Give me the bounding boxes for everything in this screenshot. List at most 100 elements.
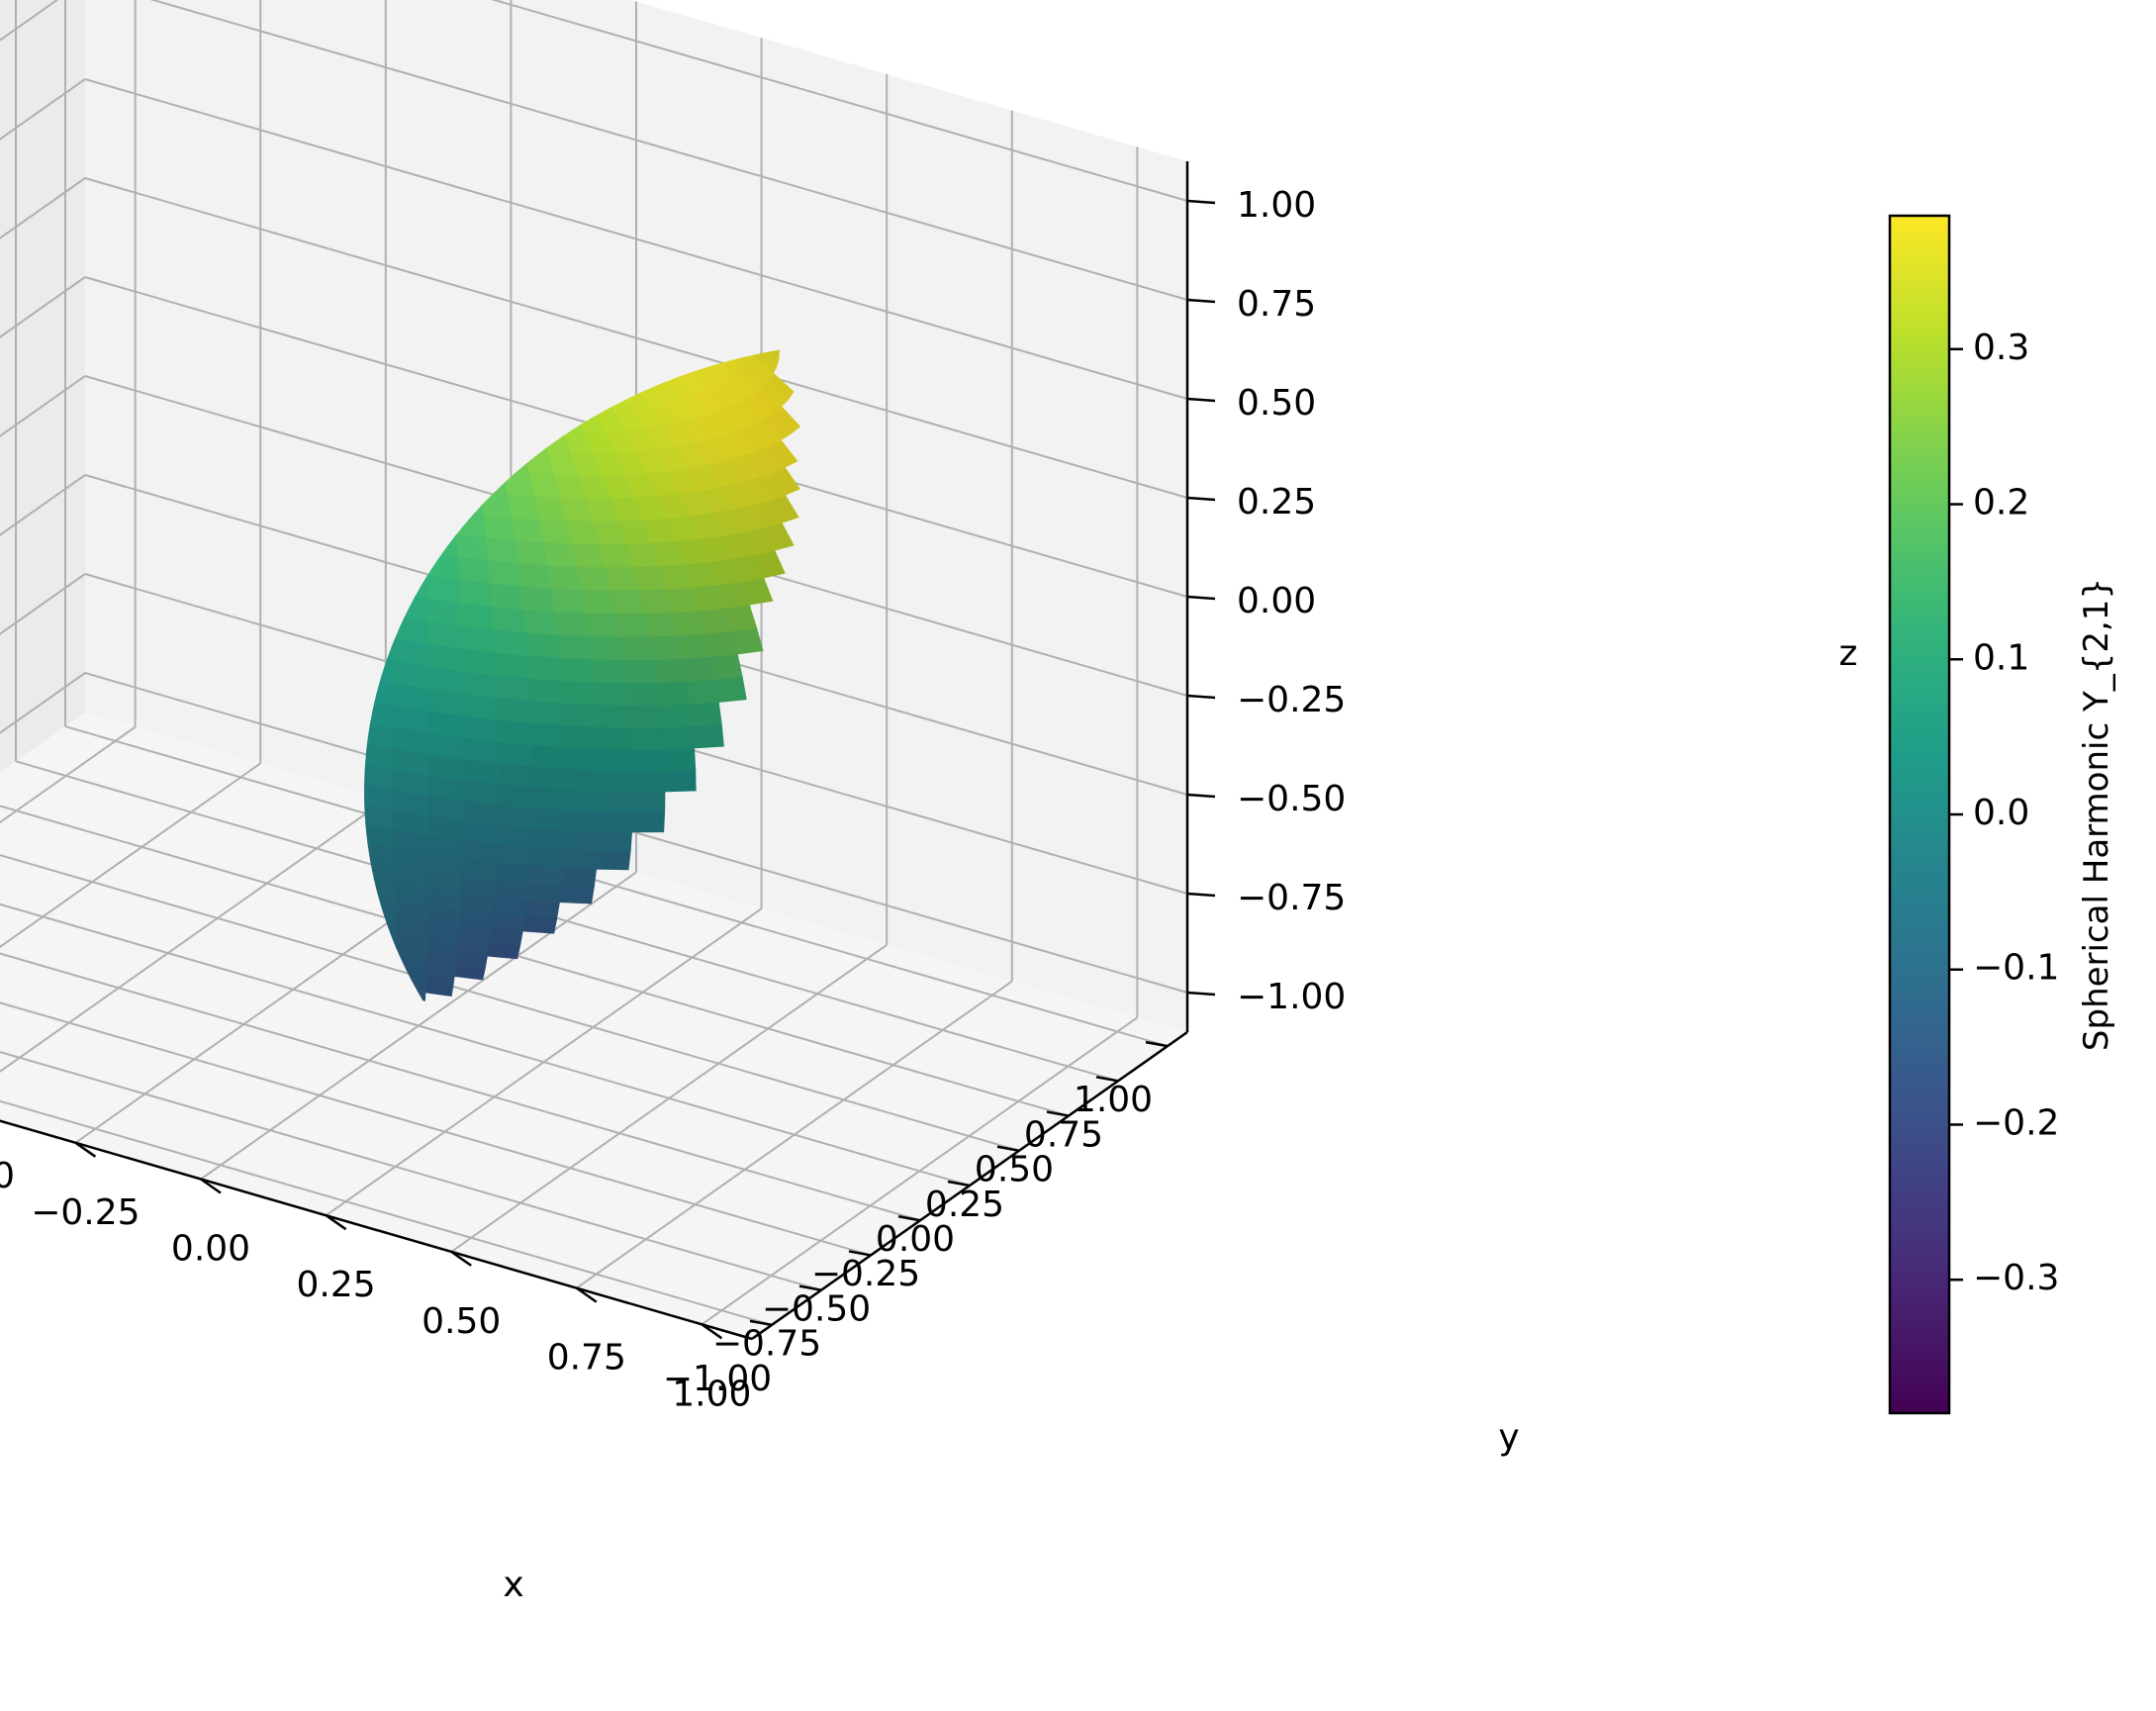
grid-line [84, 78, 1188, 400]
grid-line [0, 0, 59, 42]
surface-patch [527, 864, 564, 886]
surface-patch [647, 634, 684, 660]
surface-patch [570, 542, 606, 568]
surface-patch [691, 723, 724, 749]
surface-patch [518, 585, 555, 613]
axis-ticks: −1.00−0.75−0.50−0.250.000.250.500.751.00… [0, 185, 1346, 1414]
colorbar-label: Spherical Harmonic Y_{2,1} [2077, 578, 2116, 1051]
surface-patch [516, 561, 552, 589]
colorbar-tick-label: −0.2 [1973, 1102, 2059, 1143]
colorbar-tick-label: 0.1 [1973, 637, 2029, 678]
surface-patch [593, 681, 629, 706]
y-tick-label: −0.75 [712, 1324, 821, 1365]
surface-patch [496, 803, 533, 828]
surface-patch [496, 823, 533, 848]
z-tick [1186, 595, 1216, 601]
y-tick [1046, 1110, 1070, 1117]
y-tick-label: 0.00 [876, 1219, 955, 1260]
x-tick-label: 1.00 [672, 1374, 751, 1414]
grid-line [84, 177, 1188, 499]
surface-patch [523, 631, 560, 658]
y-tick-label: 0.25 [925, 1185, 1004, 1225]
grid-line [64, 725, 1169, 1048]
x-tick-label: −0.25 [31, 1192, 140, 1233]
y-tick [1095, 1076, 1119, 1083]
surface-patch [708, 653, 743, 681]
y-tick-label: −1.00 [663, 1359, 772, 1399]
surface-patch [488, 582, 523, 611]
y-tick-label: −0.25 [811, 1254, 920, 1294]
z-tick-label: −0.25 [1237, 680, 1346, 720]
surface-patch [597, 830, 633, 852]
surface-patch [681, 655, 716, 682]
surface-patch [506, 493, 539, 520]
surface-patch [531, 786, 568, 810]
x-tick [450, 1250, 472, 1267]
surface-patch [457, 578, 492, 607]
surface-patch [562, 848, 599, 870]
x-tick [74, 1141, 97, 1158]
surface-patch [599, 769, 634, 793]
surface-patch [486, 559, 521, 587]
surface-patch [525, 654, 563, 681]
surface-patch [482, 513, 516, 540]
y-tick-label: 0.75 [1024, 1114, 1103, 1155]
z-tick [1186, 694, 1216, 700]
surface-patch [529, 721, 567, 748]
surface-patch [528, 700, 566, 726]
surface-patch [595, 703, 631, 728]
surface-patch [676, 632, 711, 659]
z-tick-label: 1.00 [1237, 185, 1316, 226]
surface-patch [685, 678, 719, 705]
grid-line [15, 760, 1119, 1083]
surface-patch [689, 701, 722, 727]
surface-patch [564, 828, 601, 851]
grid-line [491, 0, 1188, 202]
surface-patch [530, 743, 568, 770]
surface-patch [598, 747, 633, 772]
grid-line [0, 276, 86, 338]
surface-patch [560, 679, 598, 706]
x-axis-label: x [503, 1565, 523, 1605]
surface-patch [587, 634, 623, 661]
grid-line [0, 672, 86, 734]
x-tick [576, 1286, 598, 1303]
grid-line [701, 1016, 1138, 1326]
colorbar-gradient [1888, 214, 1951, 1415]
surface-patch [528, 845, 566, 869]
z-tick [1186, 298, 1216, 304]
z-tick [1186, 892, 1216, 898]
y-tick [996, 1145, 1020, 1153]
surface-patch [497, 783, 533, 808]
surface-patch [521, 608, 558, 635]
surface-patch [655, 680, 691, 706]
surface-patch [545, 564, 582, 591]
grid-line [0, 375, 86, 437]
y-tick [1145, 1040, 1169, 1048]
grid-line [0, 78, 86, 141]
x-tick-label: 0.00 [171, 1229, 250, 1270]
surface-patch [579, 588, 615, 615]
surface-patch [510, 516, 544, 543]
y-tick-label: 1.00 [1074, 1080, 1153, 1120]
surface-patch [565, 746, 601, 771]
y-axis-label: y [1498, 1417, 1519, 1458]
surface-patch [525, 882, 563, 903]
surface-patch [621, 658, 658, 684]
z-axis-label: z [1839, 633, 1858, 674]
z-tick [1186, 199, 1216, 205]
surface-patch [558, 656, 595, 683]
surface-patch [713, 676, 747, 703]
y-tick [897, 1214, 921, 1222]
grid-line [0, 177, 86, 239]
surface-patch [662, 747, 697, 772]
surface-patch [458, 624, 495, 653]
surface-patch [494, 674, 531, 702]
surface-patch [599, 790, 634, 813]
surface-patch [530, 807, 568, 831]
z-tick-label: 0.00 [1237, 581, 1316, 621]
surface-patch [493, 651, 529, 679]
surface-patch [598, 810, 633, 833]
surface-patch [529, 826, 567, 850]
